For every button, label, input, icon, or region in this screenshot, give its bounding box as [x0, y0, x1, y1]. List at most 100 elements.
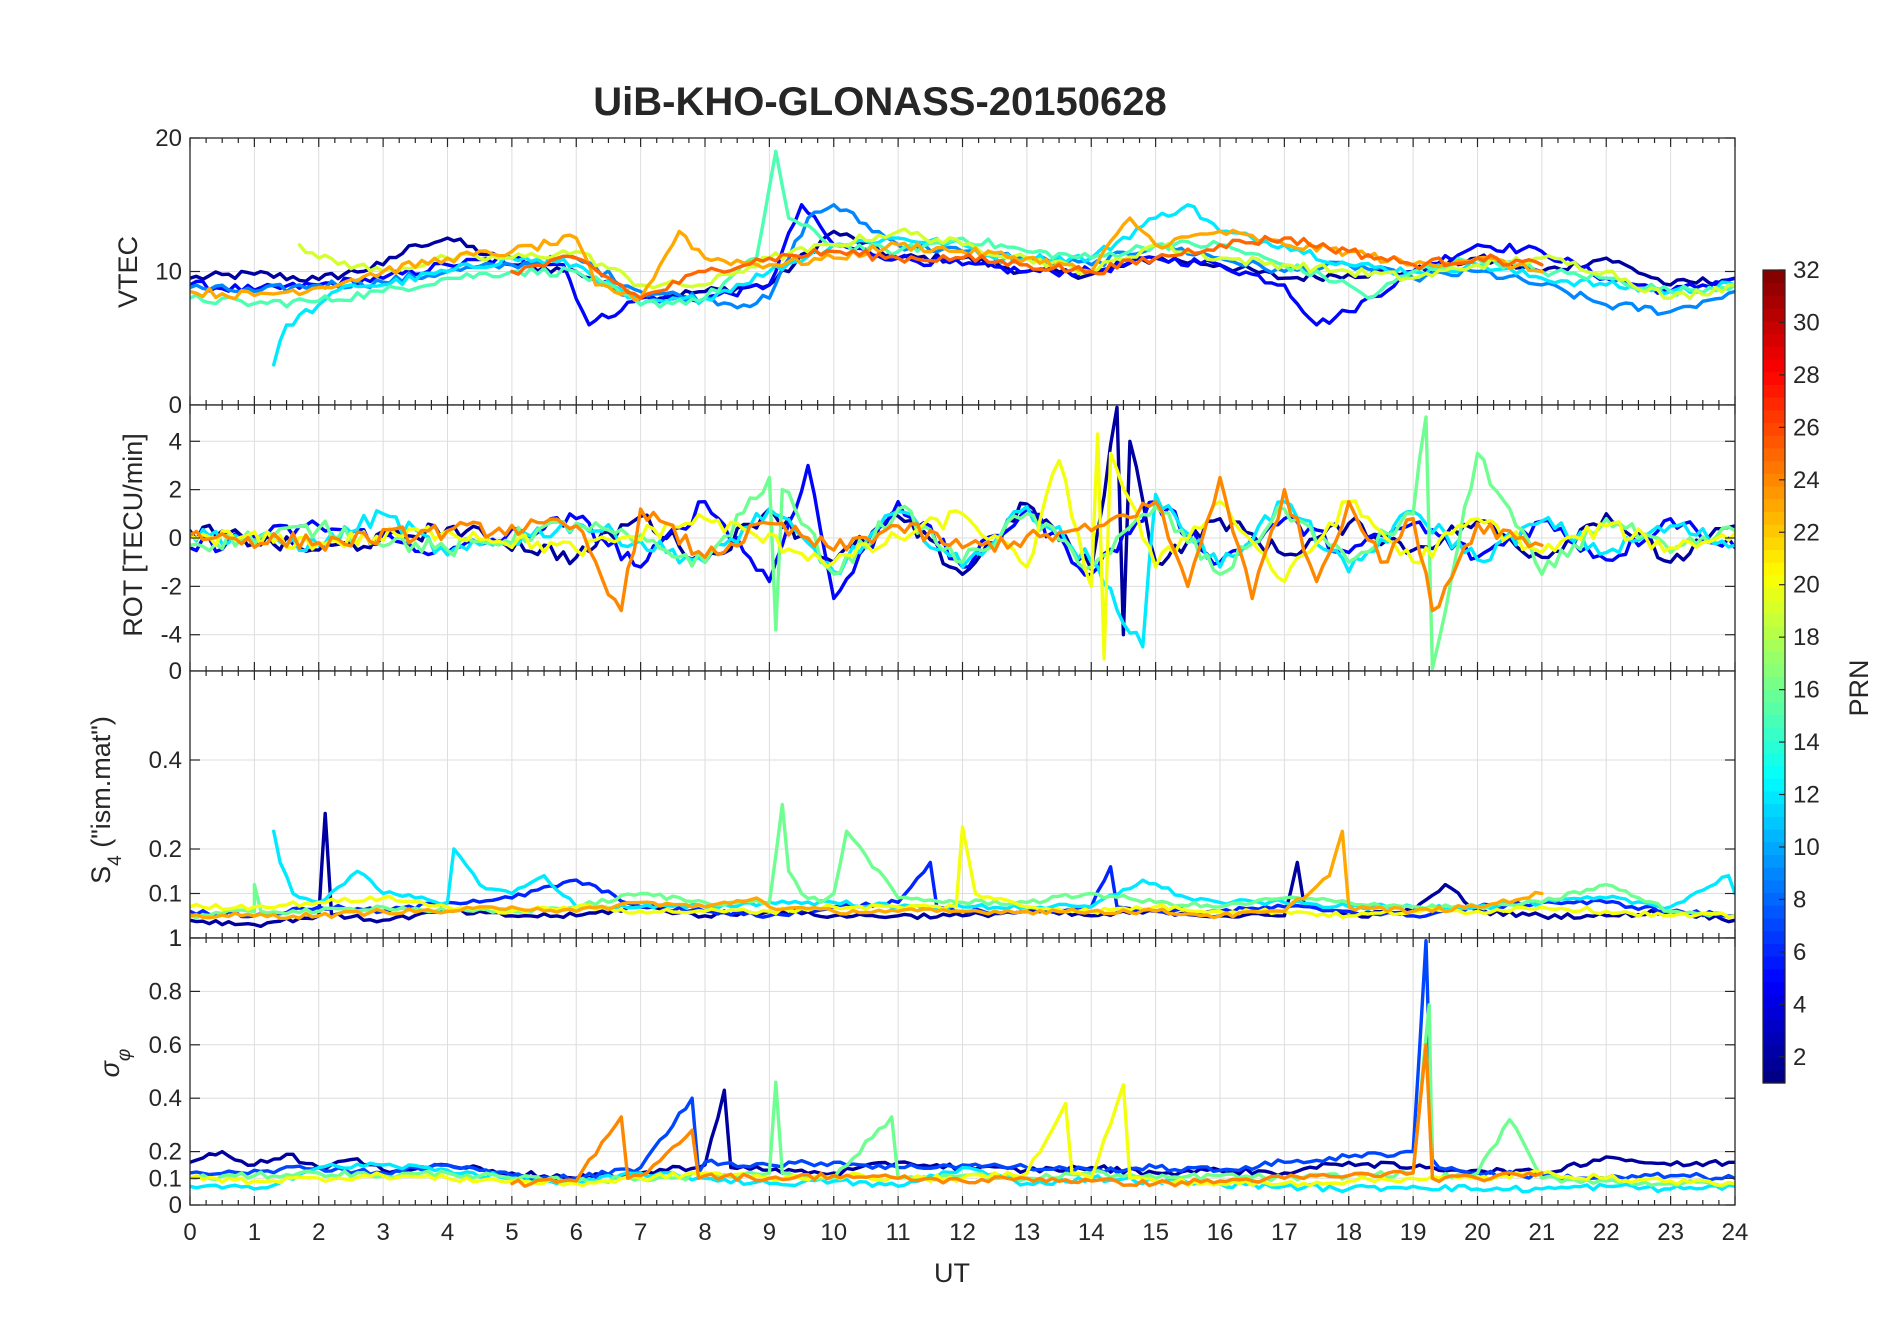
x-tick-label: 21	[1529, 1219, 1556, 1246]
x-tick-label: 18	[1335, 1219, 1362, 1246]
panel-sigma-phi: 00.10.2 0.4 0.6 0.8 1	[149, 925, 1736, 1219]
sigma_phi-y-tick-label: 0	[169, 1192, 182, 1219]
colorbar-segment	[1763, 460, 1785, 474]
colorbar-segment	[1763, 854, 1785, 868]
rot-series-prn-2	[190, 405, 1735, 637]
colorbar-segment	[1763, 447, 1785, 462]
colorbar-tick-label: 2	[1793, 1044, 1806, 1071]
x-tick-label: 11	[886, 1219, 911, 1246]
rot-y-tick-label: 4	[169, 428, 182, 455]
vtec-y-tick-label: 10	[155, 259, 182, 286]
sigma_phi-y-tick-label: 0.6	[149, 1032, 182, 1059]
colorbar-tick-label: 16	[1793, 677, 1820, 704]
colorbar-segment	[1763, 1019, 1785, 1033]
colorbar-segment	[1763, 879, 1785, 894]
colorbar-segment	[1763, 727, 1785, 741]
rot-series-prn-12	[190, 492, 1735, 649]
colorbar-tick-label: 32	[1793, 257, 1820, 284]
vtec-series-prn-23	[190, 216, 1544, 302]
x-tick-label: 8	[698, 1219, 711, 1246]
x-tick-label: 4	[441, 1219, 454, 1246]
colorbar-segment	[1763, 740, 1785, 754]
rot-series-prn-16	[190, 415, 1735, 671]
s4-series-group	[190, 802, 1735, 929]
colorbar-segment	[1763, 435, 1785, 449]
colorbar-segment	[1763, 994, 1785, 1008]
x-tick-label: 20	[1464, 1219, 1491, 1246]
sigma_phi-series-prn-12	[190, 1161, 1735, 1194]
colorbar-segment	[1763, 981, 1785, 995]
colorbar-segment	[1763, 358, 1785, 373]
colorbar-segment	[1763, 295, 1785, 309]
colorbar-segment	[1763, 511, 1785, 525]
colorbar-segment	[1763, 955, 1785, 970]
y-axis-label-vtec: VTEC	[113, 236, 143, 308]
colorbar-segment	[1763, 1032, 1785, 1046]
colorbar-segment	[1763, 638, 1785, 652]
s4-corner-label: 1	[169, 925, 182, 952]
colorbar-tick-label: 10	[1793, 834, 1820, 861]
colorbar-tick-label: 18	[1793, 624, 1820, 651]
x-tick-label: 9	[763, 1219, 776, 1246]
colorbar-segment	[1763, 752, 1785, 767]
colorbar-segment	[1763, 270, 1785, 284]
vtec-series-group	[190, 149, 1735, 367]
x-tick-label: 23	[1657, 1219, 1684, 1246]
colorbar-segment	[1763, 524, 1785, 538]
colorbar-segment	[1763, 765, 1785, 779]
panel-vtec: 0 10 20	[155, 125, 1736, 419]
colorbar-segment	[1763, 1057, 1785, 1071]
panel-s4: 0.1 0.2 0.4 1	[149, 670, 1736, 952]
rot-ylabel-text: ROT [TECU/min]	[118, 433, 148, 637]
sigma_phi-y-tick-label: 0.2	[149, 1139, 182, 1166]
colorbar-segment	[1763, 485, 1785, 500]
colorbar-tick-label: 12	[1793, 782, 1820, 809]
colorbar-segment	[1763, 1006, 1785, 1021]
x-tick-label: 13	[1014, 1219, 1041, 1246]
rot-y-tick-label: 0	[169, 525, 182, 552]
colorbar-tick-label: 28	[1793, 362, 1820, 389]
s4-y-tick-label: 0.4	[149, 747, 182, 774]
vtec-ylabel-text: VTEC	[113, 236, 143, 308]
colorbar-segment	[1763, 676, 1785, 690]
rot-corner-label: 0	[169, 658, 182, 685]
chart-title: UiB-KHO-GLONASS-20150628	[593, 80, 1167, 124]
colorbar-segment	[1763, 562, 1785, 576]
colorbar-segment	[1763, 905, 1785, 919]
vtec-series-prn-25	[510, 234, 1544, 300]
x-tick-label: 24	[1722, 1219, 1749, 1246]
colorbar-segment	[1763, 1070, 1785, 1084]
colorbar-segment	[1763, 498, 1785, 512]
colorbar-segment	[1763, 384, 1785, 398]
sigma_phi-series-prn-24	[510, 1043, 1544, 1188]
colorbar-segment	[1763, 371, 1785, 385]
colorbar-segment	[1763, 892, 1785, 906]
rot-y-tick-label: -4	[161, 622, 182, 649]
rot-series-prn-24	[190, 475, 1544, 613]
s4-y-tick-label: 0.2	[149, 836, 182, 863]
panel-rot: -4 -2 0 2 4 0	[161, 404, 1736, 685]
sigma_phi-series-group	[190, 939, 1735, 1194]
x-tick-label: 3	[376, 1219, 389, 1246]
colorbar-segment	[1763, 587, 1785, 601]
sigma_phi-y-tick-label: 1	[169, 925, 182, 952]
colorbar-segment	[1763, 346, 1785, 360]
colorbar-segment	[1763, 473, 1785, 487]
colorbar-segment	[1763, 701, 1785, 716]
colorbar-tick-label: 4	[1793, 991, 1806, 1018]
colorbar-segment	[1763, 612, 1785, 627]
colorbar-tick-label: 24	[1793, 467, 1820, 494]
x-axis-label: UT	[934, 1258, 970, 1288]
x-tick-label: 5	[505, 1219, 518, 1246]
x-tick-label: 7	[634, 1219, 647, 1246]
colorbar-segment	[1763, 308, 1785, 322]
x-tick-label: 22	[1593, 1219, 1620, 1246]
colorbar-segment	[1763, 828, 1785, 843]
colorbar-segment	[1763, 536, 1785, 551]
x-axis: 0 1 2 3 4 5 6 7 8 9 10 11 12 13 14 15 16 17 18 19 20 21 22 23 24	[183, 1219, 1748, 1246]
x-tick-label: 10	[820, 1219, 847, 1246]
colorbar-segment	[1763, 333, 1785, 347]
s4-series-prn-23	[190, 829, 1544, 920]
